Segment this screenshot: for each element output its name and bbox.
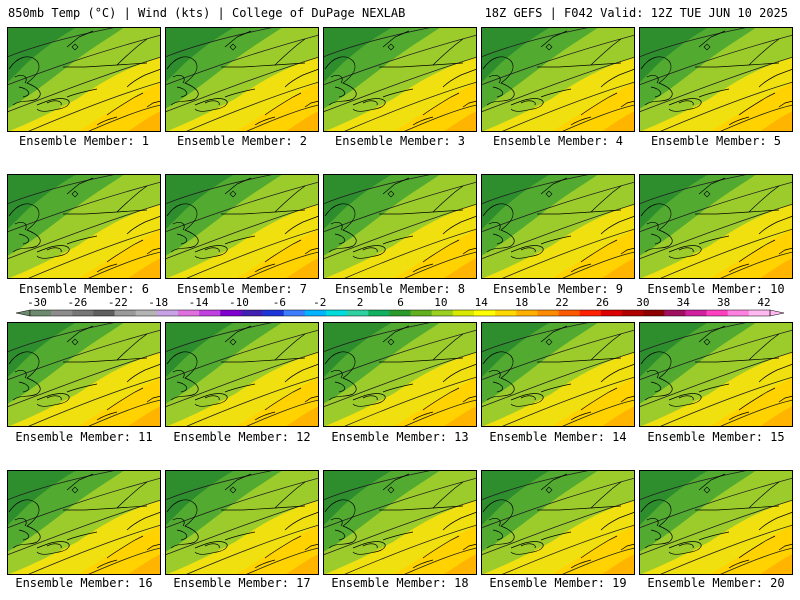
- ensemble-map-11: [7, 322, 161, 427]
- ensemble-map-16: [7, 470, 161, 575]
- colorbar-swatch: [600, 310, 623, 316]
- colorbar-tick-label: 18: [515, 296, 528, 309]
- colorbar-tick-label: 2: [357, 296, 364, 309]
- run-valid-time: 18Z GEFS | F042 Valid: 12Z TUE JUN 10 20…: [484, 6, 788, 20]
- ensemble-member-label: Ensemble Member: 18: [331, 576, 469, 590]
- ensemble-map-5: [639, 27, 793, 132]
- colorbar-tick-label: -26: [67, 296, 87, 309]
- ensemble-map-19: [481, 470, 635, 575]
- colorbar-swatch: [326, 310, 348, 316]
- colorbar-tick-label: -18: [148, 296, 168, 309]
- colorbar-swatch: [93, 310, 115, 316]
- colorbar-swatch: [199, 310, 221, 316]
- colorbar-swatch: [220, 310, 242, 316]
- ensemble-map-14: [481, 322, 635, 427]
- ensemble-map-18: [323, 470, 477, 575]
- colorbar-tick-label: 38: [717, 296, 730, 309]
- colorbar-swatch: [579, 310, 602, 316]
- colorbar-swatch: [389, 310, 411, 316]
- colorbar-tick-label: 22: [555, 296, 568, 309]
- colorbar-swatch: [748, 310, 771, 316]
- colorbar-tick-label: -2: [313, 296, 326, 309]
- ensemble-member-label: Ensemble Member: 10: [647, 282, 785, 296]
- ensemble-map-2: [165, 27, 319, 132]
- ensemble-member-label: Ensemble Member: 11: [15, 430, 153, 444]
- colorbar-swatch: [304, 310, 327, 316]
- colorbar-tick-label: 10: [434, 296, 447, 309]
- ensemble-map-1: [7, 27, 161, 132]
- colorbar-swatch: [283, 310, 306, 316]
- ensemble-member-label: Ensemble Member: 3: [334, 134, 466, 148]
- ensemble-map-10: [639, 174, 793, 279]
- ensemble-member-label: Ensemble Member: 8: [334, 282, 466, 296]
- colorbar-swatch: [135, 310, 158, 316]
- ensemble-map-3: [323, 27, 477, 132]
- ensemble-map-8: [323, 174, 477, 279]
- ensemble-member-label: Ensemble Member: 9: [492, 282, 624, 296]
- ensemble-map-12: [165, 322, 319, 427]
- ensemble-member-label: Ensemble Member: 6: [18, 282, 150, 296]
- colorbar-swatch: [262, 310, 285, 316]
- ensemble-member-label: Ensemble Member: 13: [331, 430, 469, 444]
- ensemble-map-7: [165, 174, 319, 279]
- colorbar-tick-label: 30: [636, 296, 649, 309]
- colorbar-swatch: [622, 310, 644, 316]
- colorbar-swatch: [241, 310, 263, 316]
- ensemble-map-6: [7, 174, 161, 279]
- colorbar-tick-label: 26: [596, 296, 609, 309]
- colorbar-tick-label: 34: [677, 296, 691, 309]
- colorbar-tick-label: -30: [27, 296, 47, 309]
- ensemble-map-17: [165, 470, 319, 575]
- colorbar-swatch: [410, 310, 433, 316]
- colorbar-swatch: [368, 310, 390, 316]
- colorbar-swatch: [474, 310, 496, 316]
- colorbar-arrow-high: [769, 309, 785, 317]
- colorbar-swatch: [114, 310, 137, 316]
- ensemble-member-label: Ensemble Member: 17: [173, 576, 311, 590]
- colorbar-swatch: [727, 310, 750, 316]
- ensemble-member-label: Ensemble Member: 14: [489, 430, 627, 444]
- colorbar-tick-label: 6: [397, 296, 404, 309]
- ensemble-member-label: Ensemble Member: 5: [650, 134, 782, 148]
- colorbar-swatch: [30, 310, 52, 316]
- ensemble-map-4: [481, 27, 635, 132]
- colorbar-arrow-low: [15, 309, 31, 317]
- colorbar-swatch: [51, 310, 73, 316]
- colorbar-tick-label: -22: [108, 296, 128, 309]
- ensemble-map-15: [639, 322, 793, 427]
- colorbar-swatch: [537, 310, 559, 316]
- ensemble-member-label: Ensemble Member: 7: [176, 282, 308, 296]
- colorbar-tick-label: 42: [757, 296, 770, 309]
- colorbar-swatch: [72, 310, 94, 316]
- ensemble-member-label: Ensemble Member: 2: [176, 134, 308, 148]
- colorbar-swatch: [706, 310, 729, 316]
- ensemble-map-9: [481, 174, 635, 279]
- ensemble-map-20: [639, 470, 793, 575]
- ensemble-member-label: Ensemble Member: 1: [18, 134, 150, 148]
- colorbar-swatch: [156, 310, 179, 316]
- colorbar-swatch: [516, 310, 538, 316]
- colorbar-swatch: [431, 310, 454, 316]
- colorbar-swatch: [178, 310, 200, 316]
- colorbar-swatch: [685, 310, 707, 316]
- ensemble-member-label: Ensemble Member: 15: [647, 430, 785, 444]
- colorbar-swatch: [495, 310, 517, 316]
- colorbar-swatch: [643, 310, 665, 316]
- ensemble-member-label: Ensemble Member: 16: [15, 576, 153, 590]
- colorbar-tick-label: -6: [273, 296, 286, 309]
- temperature-colorbar: -30 -26 -22 -18 -14 -10 -6 -2 2 6 10 14 18 22 26 30 34 38…: [15, 296, 785, 317]
- map-title: 850mb Temp (°C) | Wind (kts) | College o…: [8, 6, 406, 20]
- colorbar-swatch: [664, 310, 686, 316]
- ensemble-member-label: Ensemble Member: 4: [492, 134, 624, 148]
- colorbar-swatch: [347, 310, 369, 316]
- colorbar-swatch: [558, 310, 581, 316]
- ensemble-member-label: Ensemble Member: 19: [489, 576, 627, 590]
- ensemble-map-13: [323, 322, 477, 427]
- ensemble-member-label: Ensemble Member: 12: [173, 430, 311, 444]
- colorbar-tick-label: -14: [189, 296, 209, 309]
- ensemble-member-label: Ensemble Member: 20: [647, 576, 785, 590]
- colorbar-tick-label: 14: [475, 296, 489, 309]
- colorbar-swatch: [452, 310, 475, 316]
- colorbar-tick-label: -10: [229, 296, 249, 309]
